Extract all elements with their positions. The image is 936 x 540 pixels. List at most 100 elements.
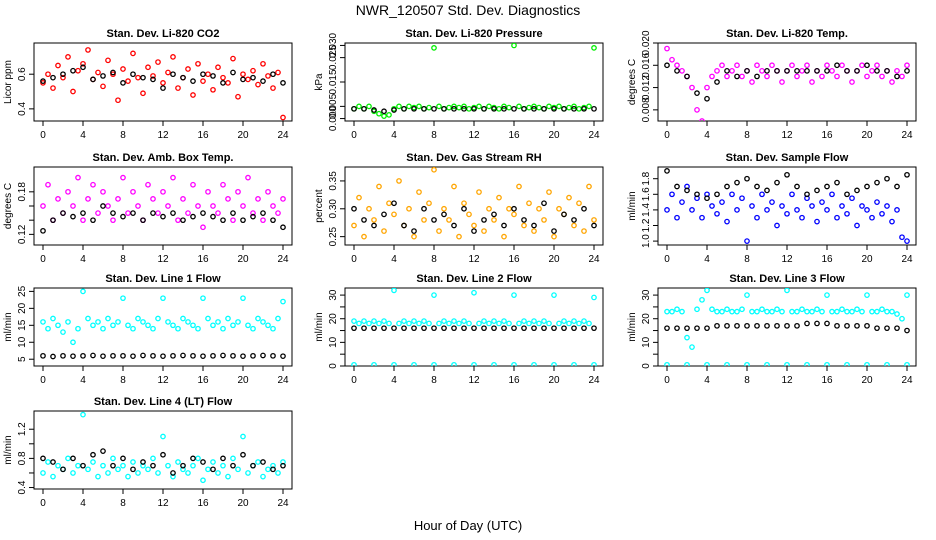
data-point	[55, 196, 61, 202]
data-point	[501, 103, 507, 110]
points-layer	[351, 167, 597, 240]
data-point	[864, 361, 870, 366]
panel-title: Stan. Dev. Line 2 Flow	[416, 273, 532, 285]
data-point	[416, 320, 422, 327]
data-point	[125, 210, 131, 216]
panel-title: Stan. Dev. Line 1 Flow	[105, 273, 221, 285]
x-tick-label: 12	[468, 130, 480, 141]
data-point	[110, 455, 116, 462]
data-point	[689, 84, 695, 91]
x-tick-label: 16	[197, 375, 209, 386]
data-point	[804, 320, 810, 327]
data-point	[95, 473, 101, 480]
data-point	[774, 68, 780, 74]
data-point	[864, 62, 870, 69]
data-point	[744, 175, 750, 182]
data-point	[130, 210, 136, 216]
data-point	[275, 69, 281, 76]
data-point	[130, 188, 136, 195]
x-tick-label: 12	[157, 375, 169, 386]
data-point	[461, 103, 467, 110]
data-point	[406, 103, 412, 110]
data-point	[496, 105, 502, 112]
y-axis-label: degrees C	[3, 183, 14, 229]
data-point	[391, 361, 397, 366]
data-point	[784, 210, 790, 217]
data-point	[704, 288, 710, 294]
data-point	[95, 69, 101, 76]
data-point	[844, 308, 850, 315]
x-tick-label: 4	[704, 375, 710, 386]
x-tick-label: 4	[80, 254, 86, 265]
data-point	[90, 217, 96, 224]
data-point	[165, 319, 171, 325]
data-point	[220, 455, 226, 462]
data-point	[699, 214, 705, 221]
points-layer	[664, 168, 910, 244]
panel-3: Stan. Dev. Li-820 Temp.0 4 8 12 16 20 240.0080…	[627, 28, 917, 141]
x-tick-label: 16	[821, 130, 833, 141]
data-point	[140, 90, 146, 97]
data-point	[155, 470, 161, 476]
x-tick-label: 0	[664, 254, 670, 265]
data-point	[170, 470, 176, 476]
data-point	[814, 218, 820, 225]
data-point	[100, 462, 106, 469]
data-point	[854, 187, 860, 194]
data-point	[225, 80, 231, 86]
data-point	[396, 178, 402, 184]
data-point	[884, 361, 890, 366]
data-point	[531, 228, 537, 234]
data-point	[105, 57, 111, 64]
data-point	[664, 325, 670, 332]
data-point	[884, 308, 890, 315]
data-point	[170, 210, 176, 216]
x-tick-label: 8	[120, 498, 126, 509]
data-point	[461, 318, 467, 324]
data-point	[265, 466, 271, 473]
data-point	[581, 228, 587, 234]
data-point	[411, 361, 417, 366]
x-tick-label: 24	[901, 375, 913, 386]
data-point	[729, 191, 735, 198]
data-point	[794, 322, 800, 329]
data-point	[275, 210, 281, 216]
y-tick-label: 20	[17, 302, 28, 314]
y-tick-label: 0.6	[17, 67, 28, 81]
data-point	[476, 189, 482, 195]
data-point	[170, 352, 176, 359]
data-point	[195, 60, 201, 67]
data-point	[809, 203, 815, 209]
data-point	[371, 217, 377, 223]
data-point	[60, 466, 66, 473]
data-point	[744, 292, 750, 298]
data-point	[714, 210, 720, 217]
data-point	[804, 68, 810, 74]
data-point	[466, 320, 472, 327]
data-point	[441, 318, 447, 324]
data-point	[571, 105, 577, 112]
x-tick-label: 8	[744, 130, 750, 141]
data-point	[764, 308, 770, 315]
data-point	[381, 108, 387, 115]
x-tick-label: 12	[468, 375, 480, 386]
data-point	[406, 205, 412, 212]
data-point	[684, 325, 690, 332]
data-point	[45, 459, 51, 465]
data-point	[140, 462, 146, 469]
data-point	[854, 222, 860, 229]
data-point	[799, 68, 805, 74]
data-point	[446, 320, 452, 327]
data-point	[270, 85, 276, 91]
data-point	[521, 105, 527, 112]
data-point	[884, 325, 890, 332]
data-point	[120, 174, 126, 181]
data-point	[110, 69, 116, 76]
panel-title: Stan. Dev. Amb. Box Temp.	[93, 152, 234, 164]
data-point	[265, 322, 271, 329]
data-point	[180, 462, 186, 469]
data-point	[210, 352, 216, 359]
data-point	[60, 74, 66, 81]
y-axis-label: ml/min	[3, 435, 14, 464]
data-point	[45, 71, 51, 78]
